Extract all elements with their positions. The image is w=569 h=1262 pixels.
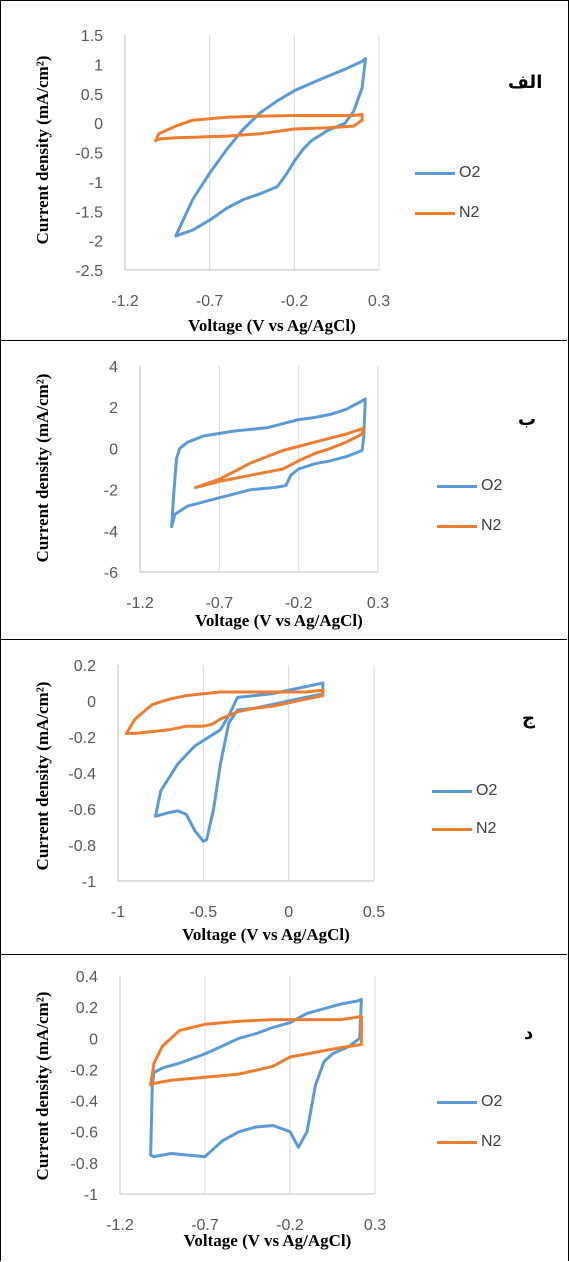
y-tick-label: -6 <box>104 565 118 582</box>
legend-swatch-n2 <box>415 212 455 215</box>
series-line-n2 <box>125 688 325 735</box>
legend-label-n2: N2 <box>476 820 497 837</box>
y-tick-label: 0 <box>89 1031 98 1048</box>
y-tick-label: -1.5 <box>75 204 103 221</box>
x-axis-title: Voltage (V vs Ag/AgCl) <box>195 611 363 630</box>
x-axis-title: Voltage (V vs Ag/AgCl) <box>182 925 350 944</box>
chart-3-svg: 0.2 0 -0.2 -0.4 -0.6 -0.8 -1 -1 -0.5 0 0.5 Voltage … <box>33 658 385 944</box>
legend-item-n2: N2 <box>415 202 525 226</box>
legend-item-o2: O2 <box>415 162 525 186</box>
y-tick-label: -1 <box>89 175 103 192</box>
panel-label-1: الف <box>508 72 543 93</box>
x-tick-label: -0.2 <box>276 1217 304 1234</box>
x-tick-label: -0.7 <box>196 293 224 310</box>
series-line-o2 <box>154 681 325 843</box>
legend-item-n2: N2 <box>437 515 547 539</box>
y-tick-label: -0.5 <box>75 146 103 163</box>
y-tick-label: 1 <box>94 57 103 74</box>
y-tick-label: 2 <box>109 400 118 417</box>
y-tick-label: -0.2 <box>70 1062 98 1079</box>
chart-1-svg: 1.5 1 0.5 0 -0.5 -1 -1.5 -2 -2.5 -1.2 -0.7 -0.2 0.3 V… <box>33 28 390 335</box>
chart-panel-3: 0.2 0 -0.2 -0.4 -0.6 -0.8 -1 -1 -0.5 0 0.5 Voltage … <box>0 640 567 955</box>
x-tick-label: -1.2 <box>111 293 139 310</box>
y-axis-title: Current density (mA/cm²) <box>33 992 52 1181</box>
x-axis-title: Voltage (V vs Ag/AgCl) <box>184 1231 352 1250</box>
legend-swatch-n2 <box>432 828 472 831</box>
legend-label-n2: N2 <box>459 204 480 221</box>
y-tick-label: -4 <box>104 524 118 541</box>
legend-label-o2: O2 <box>459 164 481 181</box>
panel-label-4: د <box>524 1023 534 1044</box>
series-line-n2 <box>194 426 366 489</box>
y-tick-label: 0.2 <box>76 1000 98 1017</box>
y-tick-label: -0.4 <box>68 766 96 783</box>
y-tick-label: -2 <box>104 483 118 500</box>
y-tick-label: -0.8 <box>70 1156 98 1173</box>
legend-label-o2: O2 <box>481 477 503 494</box>
legend-item-o2: O2 <box>437 475 547 499</box>
y-tick-label: 1.5 <box>81 28 103 45</box>
y-tick-label: -2 <box>89 234 103 251</box>
y-tick-label: 4 <box>109 359 118 376</box>
series-line-n2 <box>149 1015 363 1087</box>
series-line-o2 <box>174 57 367 238</box>
panel-label-3: ج <box>522 708 535 729</box>
x-tick-label: -0.2 <box>285 595 313 612</box>
legend-swatch-o2 <box>437 1101 477 1104</box>
y-tick-label: -1 <box>84 1187 98 1204</box>
chart-panel-2: 4 2 0 -2 -4 -6 -1.2 -0.7 -0.2 0.3 Voltage (V vs Ag… <box>0 341 567 640</box>
y-tick-label: -0.2 <box>68 730 96 747</box>
legend-label-n2: N2 <box>481 517 502 534</box>
y-tick-label: 0.2 <box>74 658 96 675</box>
chart-panel-4: 0.4 0.2 0 -0.2 -0.4 -0.6 -0.8 -1 -1.2 -0.7 -0.2 0.3… <box>0 955 567 1260</box>
y-tick-label: -0.6 <box>70 1125 98 1142</box>
x-tick-label: -0.2 <box>281 293 309 310</box>
x-axis-title: Voltage (V vs Ag/AgCl) <box>188 316 356 335</box>
legend-swatch-n2 <box>437 525 477 528</box>
legend-item-n2: N2 <box>437 1131 547 1155</box>
x-tick-label: -1.2 <box>126 595 154 612</box>
x-tick-label: -0.5 <box>190 904 218 921</box>
y-tick-label: -0.8 <box>68 838 96 855</box>
y-tick-label: 0.4 <box>76 969 98 986</box>
x-tick-label: 0.3 <box>367 595 389 612</box>
x-tick-label: 0.3 <box>364 1217 386 1234</box>
legend-swatch-o2 <box>437 485 477 488</box>
legend-item-o2: O2 <box>432 780 542 804</box>
x-tick-label: -0.7 <box>191 1217 219 1234</box>
series-line-n2 <box>154 112 364 143</box>
legend-swatch-n2 <box>437 1141 477 1144</box>
legend-swatch-o2 <box>432 790 472 793</box>
x-tick-label: -1 <box>111 904 125 921</box>
legend-label-o2: O2 <box>476 782 498 799</box>
y-axis-title: Current density (mA/cm²) <box>33 682 52 871</box>
y-tick-label: 0 <box>87 694 96 711</box>
legend-item-n2: N2 <box>432 818 542 842</box>
panel-label-2: ب <box>518 409 537 430</box>
y-tick-label: 0 <box>109 441 118 458</box>
legend-swatch-o2 <box>415 172 455 175</box>
chart-panel-1: 1.5 1 0.5 0 -0.5 -1 -1.5 -2 -2.5 -1.2 -0.7 -0.2 0.3 V… <box>0 0 567 341</box>
y-tick-label: -1 <box>82 874 96 891</box>
y-tick-label: -2.5 <box>75 263 103 280</box>
y-axis-title: Current density (mA/cm²) <box>33 374 52 563</box>
x-tick-label: 0.5 <box>363 904 385 921</box>
x-tick-label: -0.7 <box>206 595 234 612</box>
series-line-o2 <box>170 397 367 529</box>
y-axis-title: Current density (mA/cm²) <box>33 56 52 245</box>
legend-item-o2: O2 <box>437 1091 547 1115</box>
y-tick-label: 0 <box>94 116 103 133</box>
x-tick-label: 0 <box>284 904 293 921</box>
legend-label-o2: O2 <box>481 1093 503 1110</box>
legend-label-n2: N2 <box>481 1133 502 1150</box>
chart-4-svg: 0.4 0.2 0 -0.2 -0.4 -0.6 -0.8 -1 -1.2 -0.7 -0.2 0.3… <box>33 969 386 1250</box>
x-tick-label: -1.2 <box>106 1217 134 1234</box>
y-tick-label: -0.4 <box>70 1094 98 1111</box>
y-tick-label: -0.6 <box>68 802 96 819</box>
series-line-o2 <box>149 997 363 1159</box>
x-tick-label: 0.3 <box>368 293 390 310</box>
y-tick-label: 0.5 <box>81 87 103 104</box>
